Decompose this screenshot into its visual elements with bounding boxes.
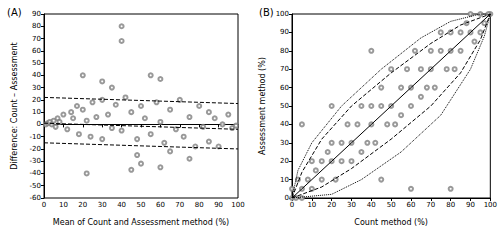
svg-text:70: 70: [175, 201, 184, 209]
svg-text:0: 0: [285, 194, 289, 202]
svg-text:20: 20: [32, 96, 41, 104]
svg-text:70: 70: [32, 35, 41, 43]
svg-text:10: 10: [59, 201, 68, 209]
svg-text:Assessment method (%): Assessment method (%): [258, 57, 267, 155]
svg-text:-60: -60: [30, 194, 41, 202]
svg-text:100: 100: [276, 10, 289, 18]
svg-text:-40: -40: [30, 169, 41, 177]
svg-text:(A): (A): [7, 7, 22, 18]
svg-text:100: 100: [484, 201, 497, 209]
svg-text:70: 70: [426, 201, 435, 209]
svg-text:80: 80: [446, 201, 455, 209]
svg-text:20: 20: [280, 157, 289, 165]
svg-text:-20: -20: [30, 145, 41, 153]
svg-text:70: 70: [280, 65, 289, 73]
svg-text:80: 80: [280, 47, 289, 55]
svg-text:90: 90: [32, 10, 41, 18]
svg-text:60: 60: [407, 201, 416, 209]
svg-text:40: 40: [280, 120, 289, 128]
svg-text:20: 20: [327, 201, 336, 209]
svg-text:50: 50: [387, 201, 396, 209]
svg-text:-30: -30: [30, 157, 41, 165]
svg-text:50: 50: [280, 102, 289, 110]
svg-text:80: 80: [195, 201, 204, 209]
svg-text:50: 50: [32, 59, 41, 67]
svg-text:0: 0: [37, 120, 41, 128]
svg-text:40: 40: [117, 201, 126, 209]
svg-text:60: 60: [32, 47, 41, 55]
svg-text:90: 90: [280, 28, 289, 36]
svg-text:80: 80: [32, 22, 41, 30]
svg-text:30: 30: [32, 84, 41, 92]
svg-text:40: 40: [32, 71, 41, 79]
svg-text:30: 30: [280, 139, 289, 147]
svg-text:-50: -50: [30, 182, 41, 190]
svg-text:20: 20: [78, 201, 87, 209]
svg-text:Difference: Count – Assessment: Difference: Count – Assessment: [10, 42, 19, 169]
svg-text:10: 10: [32, 108, 41, 116]
svg-text:-10: -10: [30, 133, 41, 141]
svg-text:10: 10: [280, 176, 289, 184]
svg-text:90: 90: [214, 201, 223, 209]
svg-text:30: 30: [98, 201, 107, 209]
svg-text:90: 90: [466, 201, 475, 209]
svg-text:60: 60: [156, 201, 165, 209]
svg-text:40: 40: [367, 201, 376, 209]
svg-text:30: 30: [347, 201, 356, 209]
svg-text:100: 100: [231, 201, 244, 209]
svg-text:0: 0: [42, 201, 46, 209]
svg-text:50: 50: [137, 201, 146, 209]
svg-text:60: 60: [280, 84, 289, 92]
svg-text:10: 10: [307, 201, 316, 209]
svg-text:(B): (B): [259, 7, 274, 18]
svg-text:0: 0: [290, 201, 294, 209]
svg-text:Count method (%): Count method (%): [354, 218, 428, 227]
svg-text:Mean of Count and Assessment m: Mean of Count and Assessment method (%): [53, 218, 229, 227]
